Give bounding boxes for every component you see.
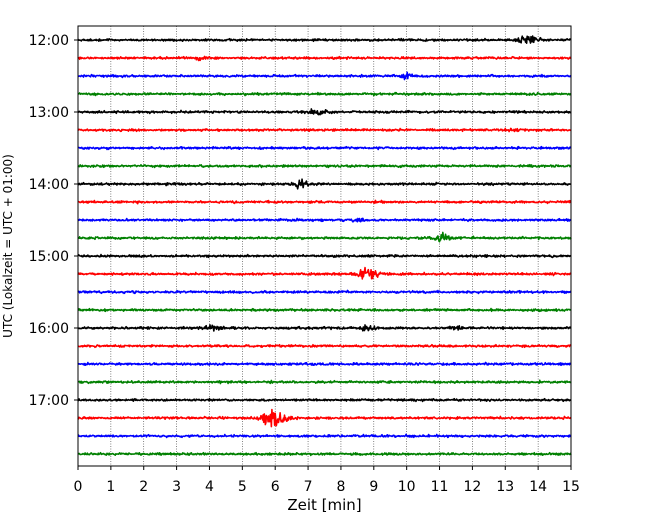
x-tick-label: 4: [205, 479, 214, 495]
trace-1315: [77, 127, 572, 133]
y-tick-label: 17:00: [29, 393, 69, 409]
x-tick-label: 15: [562, 479, 580, 495]
x-tick-label: 5: [238, 479, 247, 495]
y-axis-ticks: 12:00 13:00 14:00 15:00 16:00 17:00: [29, 33, 78, 409]
x-tick-label: 2: [139, 479, 148, 495]
trace-1445: [77, 231, 572, 243]
x-tick-label: 6: [271, 479, 280, 495]
y-tick-label: 14:00: [29, 177, 69, 193]
trace-1515: [77, 266, 572, 280]
x-axis-ticks: 0 1 2 3 4 5 6 7 8 9 10 11 12 13 14 15: [74, 466, 580, 495]
trace-1345: [77, 163, 572, 169]
trace-1700: [77, 397, 572, 403]
y-tick-label: 15:00: [29, 249, 69, 265]
x-tick-label: 7: [304, 479, 313, 495]
plot-frame: [77, 25, 572, 467]
trace-1300: [77, 108, 572, 116]
trace-1415: [77, 199, 572, 205]
trace-1245: [77, 91, 572, 97]
x-tick-label: 8: [336, 479, 345, 495]
vertical-grid-lines: [110, 26, 539, 466]
trace-1500: [77, 253, 572, 259]
trace-1200: [77, 35, 572, 45]
trace-1430: [77, 217, 572, 223]
x-tick-label: 10: [398, 479, 416, 495]
x-tick-label: 13: [496, 479, 514, 495]
x-tick-label: 1: [106, 479, 115, 495]
y-tick-label: 13:00: [29, 105, 69, 121]
seismogram-traces: [77, 35, 572, 457]
x-tick-label: 9: [369, 479, 378, 495]
x-tick-label: 12: [463, 479, 481, 495]
trace-1545: [77, 307, 572, 313]
y-tick-label: 12:00: [29, 33, 69, 49]
trace-1215: [77, 55, 572, 62]
trace-1745: [77, 451, 572, 457]
trace-1615: [77, 343, 572, 349]
x-tick-label: 14: [529, 479, 547, 495]
trace-1630: [77, 361, 572, 367]
trace-1645: [77, 379, 572, 385]
x-axis-label: Zeit [min]: [287, 496, 361, 514]
trace-1530: [77, 289, 572, 295]
x-tick-label: 11: [431, 479, 449, 495]
trace-1330: [77, 145, 572, 151]
x-tick-label: 3: [172, 479, 181, 495]
trace-1730: [77, 433, 572, 439]
trace-1600: [77, 324, 572, 332]
y-tick-label: 16:00: [29, 321, 69, 337]
trace-1230: [77, 71, 572, 81]
trace-1715: [77, 408, 572, 428]
y-axis-label: UTC (Lokalzeit = UTC + 01:00): [1, 154, 15, 338]
trace-1400: [77, 178, 572, 190]
x-tick-label: 0: [74, 479, 83, 495]
